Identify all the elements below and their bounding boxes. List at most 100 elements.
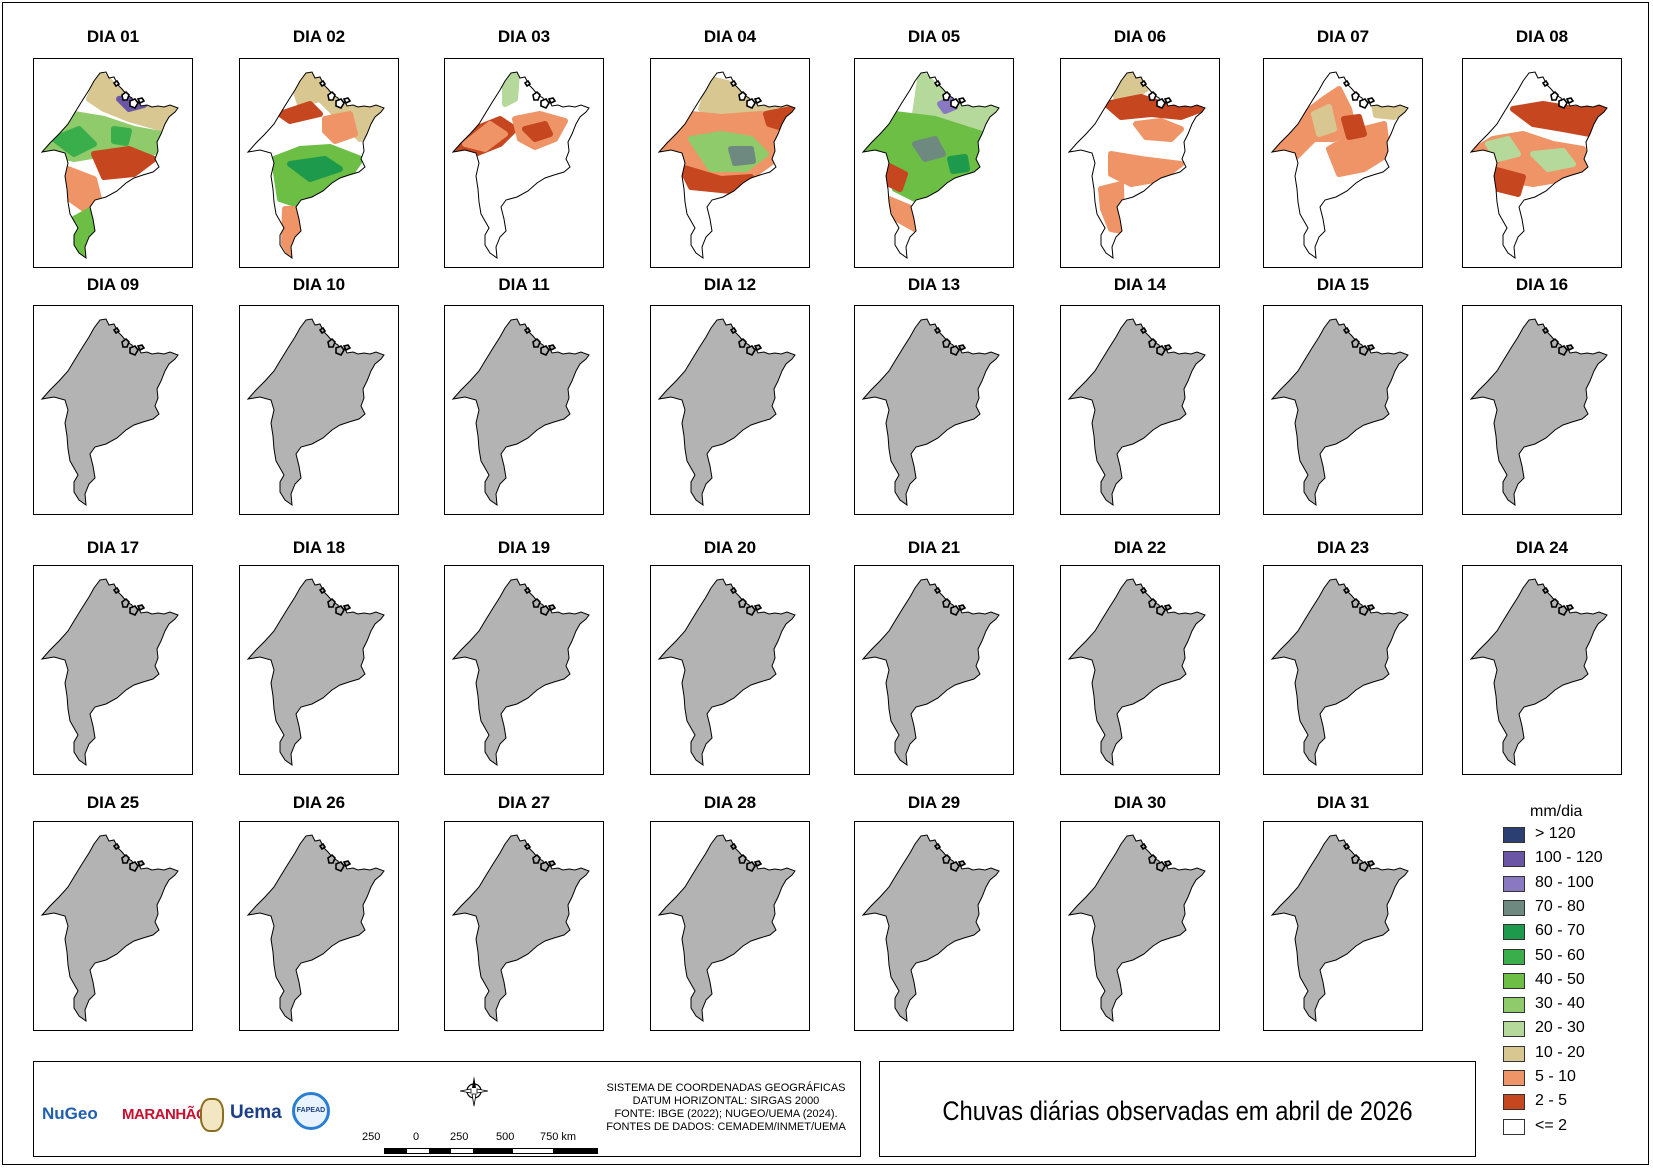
state-map — [1469, 318, 1608, 507]
state-outline — [657, 318, 796, 507]
day-title: DIA 05 — [907, 27, 961, 46]
coastal-island — [1558, 98, 1568, 109]
legend-label: <= 2 — [1535, 1116, 1568, 1134]
state-territory — [1069, 835, 1205, 1021]
state-territory — [863, 319, 999, 505]
coastal-island — [942, 337, 951, 348]
day-map-panel — [1060, 58, 1220, 268]
compass-rose-icon — [460, 1076, 488, 1107]
coastal-island — [1366, 604, 1376, 612]
coastal-island — [121, 90, 130, 101]
day-map-panel — [33, 58, 193, 268]
legend-label: 40 - 50 — [1535, 970, 1585, 988]
day-title: DIA 11 — [498, 275, 550, 294]
coastal-island — [342, 860, 352, 868]
coastal-island — [753, 97, 763, 105]
state-map — [861, 318, 1000, 507]
state-outline — [657, 578, 796, 767]
datum-notes: SISTEMA DE COORDENADAS GEOGRÁFICAS DATUM… — [604, 1082, 848, 1134]
coastal-island — [129, 345, 139, 356]
day-title: DIA 08 — [1515, 27, 1569, 46]
coastal-island — [335, 98, 345, 109]
legend-swatch — [1503, 1118, 1525, 1135]
coastal-island — [746, 861, 756, 872]
state-outline — [1270, 71, 1409, 260]
legend-label: 20 - 30 — [1535, 1019, 1585, 1037]
rain-area — [1103, 94, 1205, 120]
coastal-island — [1558, 605, 1568, 616]
coastal-island — [129, 861, 139, 872]
coastal-island — [121, 597, 130, 608]
state-territory — [863, 579, 999, 765]
state-map — [1469, 71, 1608, 260]
datum-line: FONTES DE DADOS: CEMADEM/INMET/UEMA — [606, 1121, 846, 1133]
legend-label: 5 - 10 — [1535, 1068, 1576, 1085]
rain-area — [947, 154, 970, 174]
coastal-island — [136, 97, 146, 105]
nugeo-logo: NuGeo — [42, 1104, 98, 1123]
day-title: DIA 24 — [1515, 538, 1569, 557]
state-territory — [1272, 319, 1408, 505]
coastal-island — [753, 860, 763, 868]
coastal-island — [1541, 79, 1550, 88]
day-map-panel — [650, 305, 810, 515]
scale-label: 750 km — [540, 1131, 577, 1143]
state-outline — [246, 834, 385, 1023]
rain-area — [462, 121, 508, 152]
state-outline — [1067, 71, 1206, 260]
legend-label: 30 - 40 — [1535, 995, 1585, 1013]
coastal-island — [318, 79, 327, 88]
rain-area — [51, 126, 97, 157]
day-map-panel — [239, 58, 399, 268]
coastal-island — [1351, 90, 1360, 101]
state-territory — [863, 835, 999, 1021]
coastal-island — [933, 326, 942, 335]
coastal-island — [933, 586, 942, 595]
legend: mm/dia > 120 100 - 120 80 - 100 70 - 80 60 -… — [1503, 803, 1643, 1163]
coastal-island — [532, 90, 541, 101]
state-outline — [861, 834, 1000, 1023]
day-map-panel — [1060, 821, 1220, 1031]
coastal-island — [136, 860, 146, 868]
state-outline — [861, 578, 1000, 767]
state-map — [40, 71, 179, 260]
coastal-island — [1359, 345, 1369, 356]
coastal-island — [540, 605, 550, 616]
coastal-island — [950, 98, 960, 109]
day-title: DIA 12 — [703, 275, 757, 294]
day-map-panel — [854, 305, 1014, 515]
day-title: DIA 29 — [907, 793, 961, 812]
maranhao-logo: MARANHÃO — [122, 1106, 208, 1123]
coastal-island — [121, 853, 130, 864]
state-outline — [1270, 318, 1409, 507]
coastal-island — [1163, 344, 1173, 352]
coastal-island — [532, 597, 541, 608]
state-territory — [248, 319, 384, 505]
rain-area — [678, 164, 754, 194]
day-title: DIA 20 — [703, 538, 757, 557]
state-map — [1067, 318, 1206, 507]
day-map-panel — [1462, 565, 1622, 775]
coastal-island — [1565, 604, 1575, 612]
coastal-island — [957, 97, 967, 105]
state-outline — [1469, 318, 1608, 507]
coastal-island — [942, 90, 951, 101]
coastal-island — [950, 861, 960, 872]
state-map — [1270, 578, 1409, 767]
coastal-island — [1139, 79, 1148, 88]
state-map — [861, 71, 1000, 260]
coastal-island — [342, 604, 352, 612]
datum-line: FONTE: IBGE (2022); NUGEO/UEMA (2024). — [614, 1108, 838, 1120]
rain-area — [1341, 114, 1367, 140]
day-map-panel — [1462, 305, 1622, 515]
legend-swatch — [1503, 875, 1525, 892]
state-map — [246, 318, 385, 507]
coastal-island — [957, 344, 967, 352]
state-territory — [453, 835, 589, 1021]
day-map-panel — [1060, 305, 1220, 515]
coastal-island — [532, 853, 541, 864]
legend-swatch — [1503, 899, 1525, 916]
coastal-island — [1366, 97, 1376, 105]
coastal-island — [129, 98, 139, 109]
legend-swatch — [1503, 1021, 1525, 1038]
